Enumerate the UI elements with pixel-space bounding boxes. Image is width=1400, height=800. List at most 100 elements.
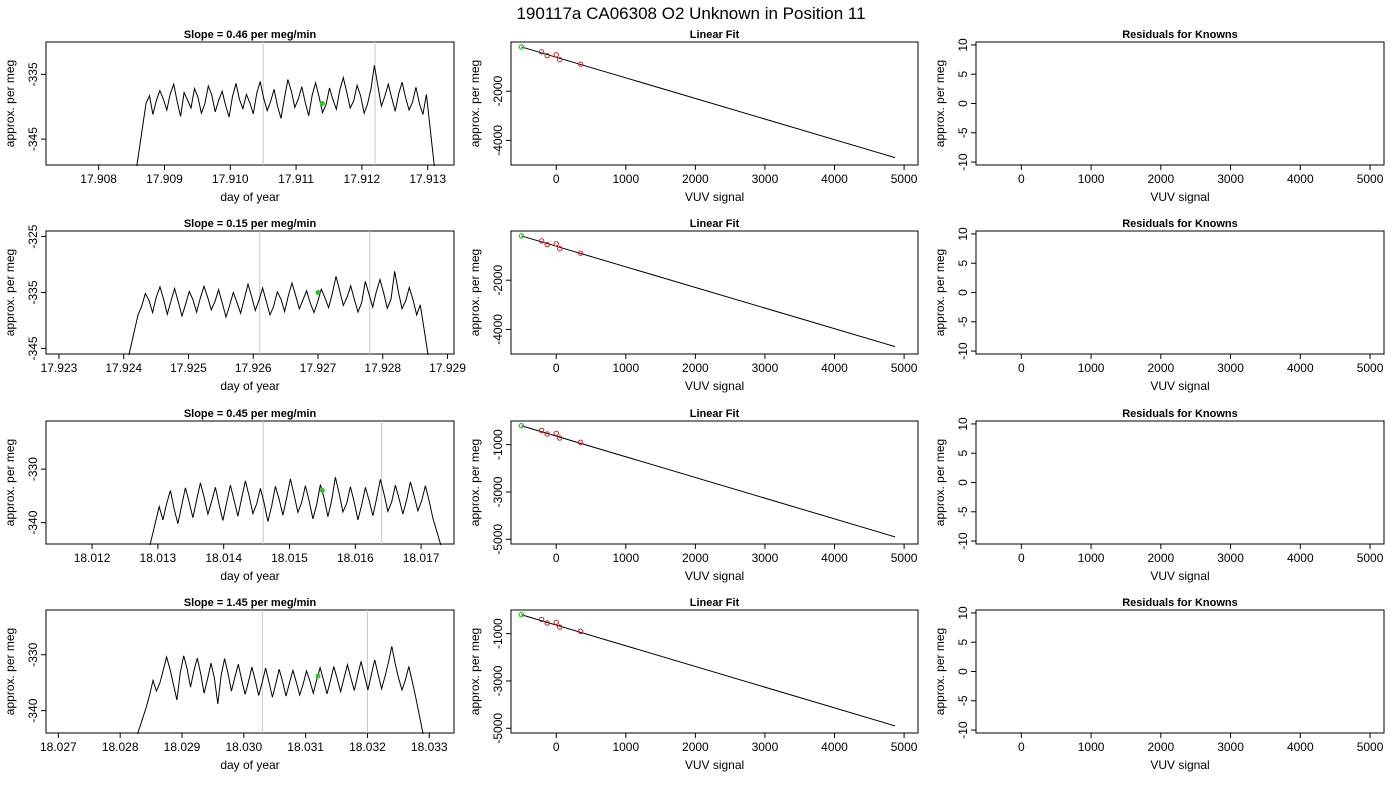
fit-panel-xtick-label: 0 — [553, 361, 560, 375]
trace-line — [149, 477, 442, 546]
unknown-point — [518, 44, 525, 50]
fit-line — [521, 46, 896, 159]
residual-panel-title: Residuals for Knowns — [1122, 597, 1238, 609]
residual-panel-xtick-label: 1000 — [1078, 361, 1105, 375]
fit-panel-xlabel: VUV signal — [685, 569, 744, 583]
trace-panel-4: Slope = 1.45 per meg/min day of year appro… — [3, 597, 455, 772]
fit-panel-xtick-label: 4000 — [821, 172, 848, 186]
residual-panel-ytick-label: -5 — [956, 316, 970, 327]
trace-panel-xtick-label: 17.912 — [344, 172, 381, 186]
current-point-marker — [315, 673, 321, 679]
fit-panel-xtick-label: 3000 — [752, 551, 779, 565]
trace-panel-xtick-label: 17.923 — [41, 361, 78, 375]
residual-panel-ylabel: approx. per meg — [933, 439, 947, 526]
fit-panel-ylabel: approx. per meg — [468, 60, 482, 147]
residual-panel-xtick-label: 4000 — [1287, 740, 1314, 754]
trace-panel-xlabel: day of year — [220, 190, 279, 204]
fit-panel-xtick-label: 2000 — [682, 172, 709, 186]
residual-panel-frame — [975, 230, 1385, 355]
residual-panel-xtick-label: 2000 — [1147, 361, 1174, 375]
known-standard-point — [557, 435, 563, 441]
known-standard-point — [538, 49, 545, 55]
fit-panel-ylabel: approx. per meg — [468, 628, 482, 715]
residual-panel-ytick-label: 10 — [956, 606, 970, 620]
residual-panel-xtick-label: 1000 — [1078, 172, 1105, 186]
fit-panel-ylabel: approx. per meg — [468, 439, 482, 526]
fit-panel-ytick-label: -5000 — [491, 713, 505, 744]
residual-panel-xtick-label: 2000 — [1147, 740, 1174, 754]
fit-panel-xtick-label: 4000 — [821, 740, 848, 754]
trace-panel-2: Slope = 0.15 per meg/min day of year appro… — [3, 218, 466, 393]
residual-panel-ytick-label: -10 — [956, 721, 970, 739]
residual-panel-ytick-label: -10 — [956, 532, 970, 550]
trace-panel-xtick-label: 17.926 — [235, 361, 272, 375]
residual-panel-xtick-label: 5000 — [1357, 740, 1384, 754]
trace-panel-xtick-label: 18.031 — [287, 740, 324, 754]
residual-panel-ytick-label: 0 — [956, 289, 970, 296]
trace-panel-xlabel: day of year — [220, 379, 279, 393]
unknown-point — [518, 422, 525, 429]
residual-panel-ytick-label: -10 — [956, 342, 970, 360]
known-standard-point — [553, 52, 559, 58]
residual-panel-ytick-label: 5 — [956, 639, 970, 646]
fit-panel-frame — [510, 420, 919, 545]
trace-panel-xlabel: day of year — [220, 758, 279, 772]
trace-panel-ylabel: approx. per meg — [3, 439, 17, 526]
residual-panel-title: Residuals for Knowns — [1122, 408, 1238, 420]
trace-panel-xtick-label: 18.014 — [205, 551, 242, 565]
fit-panel-xtick-label: 5000 — [891, 172, 918, 186]
residual-panel-ylabel: approx. per meg — [933, 60, 947, 147]
trace-panel-ytick-label: -345 — [26, 127, 40, 151]
trace-line — [136, 65, 435, 167]
fit-panel-2: Linear Fit VUV signal approx. per meg 0 1000… — [468, 218, 919, 393]
trace-panel-xtick-label: 18.029 — [164, 740, 201, 754]
residual-panel-xtick-label: 2000 — [1147, 172, 1174, 186]
fit-panel-title: Linear Fit — [690, 29, 740, 41]
trace-panel-frame — [45, 41, 455, 166]
trace-panel-3: Slope = 0.45 per meg/min day of year appro… — [3, 408, 455, 583]
trace-panel-ytick-label: -335 — [26, 280, 40, 304]
trace-panel-xtick-label: 17.924 — [105, 361, 142, 375]
known-standard-point — [553, 619, 559, 625]
residual-panel-frame — [975, 41, 1385, 166]
residual-panel-ytick-label: 5 — [956, 450, 970, 457]
residual-panel-xlabel: VUV signal — [1150, 569, 1209, 583]
trace-panel-ytick-label: -340 — [26, 698, 40, 722]
trace-panel-xtick-label: 18.027 — [40, 740, 77, 754]
residual-panel-xtick-label: 4000 — [1287, 551, 1314, 565]
residual-panel-ytick-label: -5 — [956, 695, 970, 706]
fit-panel-ytick-label: -1000 — [491, 618, 505, 649]
fit-panel-ytick-label: -1000 — [491, 429, 505, 460]
fit-panel-xtick-label: 4000 — [821, 361, 848, 375]
trace-panel-xtick-label: 18.013 — [140, 551, 177, 565]
fit-panel-xtick-label: 0 — [553, 551, 560, 565]
trace-panel-xtick-label: 18.016 — [337, 551, 374, 565]
residual-panel-ytick-label: 5 — [956, 260, 970, 267]
residual-panel-xtick-label: 5000 — [1357, 361, 1384, 375]
residual-panel-title: Residuals for Knowns — [1122, 218, 1238, 230]
fit-panel-1: Linear Fit VUV signal approx. per meg 0 1000… — [468, 29, 919, 204]
fit-panel-frame — [510, 609, 919, 734]
trace-panel-ytick-label: -340 — [26, 510, 40, 534]
trace-panel-xtick-label: 18.033 — [411, 740, 448, 754]
unknown-point — [518, 611, 525, 618]
fit-panel-xtick-label: 2000 — [682, 361, 709, 375]
residual-panel-xtick-label: 4000 — [1287, 361, 1314, 375]
fit-panel-xtick-label: 3000 — [752, 172, 779, 186]
known-standard-point — [544, 52, 550, 59]
residual-panel-xtick-label: 0 — [1018, 361, 1025, 375]
trace-panel-xtick-label: 18.032 — [349, 740, 386, 754]
fit-panel-xtick-label: 5000 — [891, 361, 918, 375]
trace-panel-ytick-label: -345 — [26, 336, 40, 360]
trace-panel-ytick-label: -335 — [26, 62, 40, 86]
known-standard-point — [544, 241, 550, 248]
fit-panel-xlabel: VUV signal — [685, 758, 744, 772]
trace-panel-1: Slope = 0.46 per meg/min day of year appro… — [3, 29, 455, 204]
fit-panel-xtick-label: 1000 — [612, 172, 639, 186]
residual-panel-ytick-label: 10 — [956, 417, 970, 431]
known-standard-point — [553, 430, 559, 436]
residual-panel-frame — [975, 420, 1385, 545]
residual-panel-ytick-label: 0 — [956, 100, 970, 107]
fit-panel-xtick-label: 3000 — [752, 740, 779, 754]
